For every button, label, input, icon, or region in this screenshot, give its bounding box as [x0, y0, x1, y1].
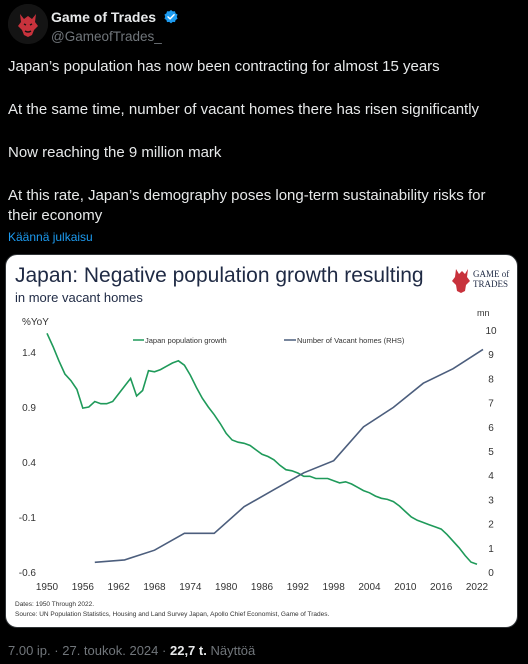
right-tick-label: 8 [488, 374, 494, 385]
left-axis-label: %YoY [22, 317, 49, 328]
logo-text-line: TRADES [473, 279, 508, 289]
right-tick-label: 9 [488, 350, 494, 361]
x-tick-label: 1956 [72, 582, 95, 593]
bull-logo-icon [452, 269, 470, 293]
x-tick-label: 1992 [287, 582, 310, 593]
right-tick-label: 7 [488, 399, 494, 410]
chart-image[interactable]: Japan: Negative population growth result… [5, 254, 518, 628]
right-tick-label: 3 [488, 495, 494, 506]
left-axis-ticks: -0.6 -0.1 0.4 0.9 1.4 [19, 348, 37, 579]
logo-text-line: GAME of [473, 269, 509, 279]
right-tick-label: 1 [488, 544, 494, 555]
left-tick-label: 0.9 [22, 403, 36, 414]
tweet-paragraph: Japan’s population has now been contract… [8, 58, 440, 75]
legend-label-vacant: Number of Vacant homes (RHS) [297, 336, 405, 345]
chart-title: Japan: Negative population growth result… [15, 264, 424, 287]
chart-subtitle: in more vacant homes [15, 290, 143, 305]
x-tick-label: 1998 [323, 582, 346, 593]
series-line-population-growth [46, 332, 478, 566]
x-tick-label: 2010 [394, 582, 417, 593]
separator: · [54, 643, 59, 658]
right-tick-label: 5 [488, 447, 494, 458]
x-tick-label: 1974 [179, 582, 202, 593]
x-tick-label: 1980 [215, 582, 238, 593]
author-handle[interactable]: @GameofTrades_ [51, 29, 162, 44]
right-axis-label: mn [477, 308, 490, 318]
author-name[interactable]: Game of Trades [51, 8, 157, 25]
legend-label-population: Japan population growth [145, 336, 227, 345]
right-tick-label: 0 [488, 568, 494, 579]
tweet-paragraph: At this rate, Japan’s demography poses l… [8, 187, 486, 224]
bull-logo-icon [8, 4, 48, 44]
translate-post-link[interactable]: Käännä julkaisu [8, 230, 93, 244]
tweet-date[interactable]: 27. toukok. 2024 [62, 643, 159, 658]
verified-badge-icon [163, 9, 178, 24]
tweet-header: Game of Trades @GameofTrades_ [8, 4, 520, 44]
avatar[interactable] [8, 4, 48, 44]
x-tick-label: 1950 [36, 582, 59, 593]
tweet-time[interactable]: 7.00 ip. [8, 643, 51, 658]
game-of-trades-logo: GAME of TRADES [452, 269, 509, 293]
x-tick-label: 2004 [358, 582, 381, 593]
x-tick-label: 2022 [466, 582, 489, 593]
x-tick-label: 1962 [108, 582, 131, 593]
right-axis-ticks: 0 1 2 3 4 5 6 7 8 9 10 [485, 326, 497, 579]
x-tick-label: 2016 [430, 582, 453, 593]
views-label: Näyttöä [210, 643, 256, 658]
tweet-paragraph: Now reaching the 9 million mark [8, 144, 222, 161]
view-count: 22,7 t. [169, 643, 207, 658]
separator: · [162, 643, 167, 658]
x-tick-label: 1986 [251, 582, 274, 593]
chart-dates-note: Dates: 1950 Through 2022. [15, 601, 94, 608]
tweet-paragraph: At the same time, number of vacant homes… [8, 101, 480, 118]
right-tick-label: 2 [488, 520, 494, 531]
right-tick-label: 4 [488, 471, 494, 482]
chart-svg: Japan: Negative population growth result… [15, 264, 509, 618]
right-tick-label: 10 [485, 326, 497, 337]
left-tick-label: -0.1 [19, 513, 37, 524]
tweet-text: Japan’s population has now been contract… [8, 57, 513, 226]
x-axis-ticks: 1950 1956 1962 1968 1974 1980 1986 1992 1998 2004… [36, 582, 489, 593]
left-tick-label: -0.6 [19, 568, 37, 579]
x-tick-label: 1968 [143, 582, 166, 593]
tweet-meta: 7.00 ip. · 27. toukok. 2024 · 22,7 t. Nä… [8, 643, 255, 658]
left-tick-label: 0.4 [22, 458, 36, 469]
right-tick-label: 6 [488, 423, 494, 434]
left-tick-label: 1.4 [22, 348, 36, 359]
chart-legend: Japan population growth Number of Vacant… [133, 336, 405, 345]
chart-source-note: Source: UN Population Statistics, Housin… [15, 611, 330, 618]
series-line-vacant-homes [94, 348, 484, 564]
